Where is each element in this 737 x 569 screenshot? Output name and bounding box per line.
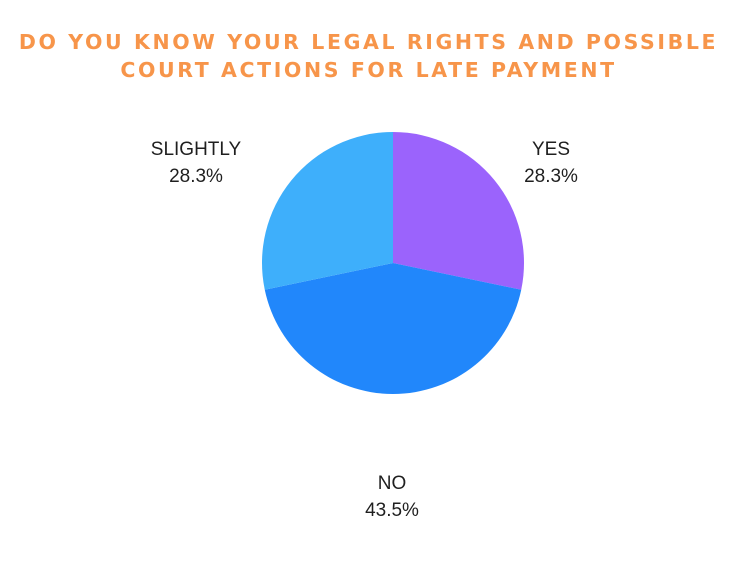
pie-slice-no [264, 263, 522, 394]
slice-label-no: NO [378, 473, 407, 494]
chart-title-line-1: DO YOU KNOW YOUR LEGAL RIGHTS AND POSSIB… [18, 30, 719, 54]
slice-label-slightly: SLIGHTLY [151, 139, 242, 160]
pie-slice-yes [393, 132, 524, 290]
slice-label-yes: YES [532, 139, 570, 160]
chart-title-line-2: COURT ACTIONS FOR LATE PAYMENT [120, 58, 617, 82]
chart-title: DO YOU KNOW YOUR LEGAL RIGHTS AND POSSIB… [0, 28, 737, 84]
slice-value-yes: 28.3% [524, 166, 578, 187]
pie-slice-slightly [262, 132, 393, 290]
slice-value-no: 43.5% [365, 500, 419, 521]
pie-slices [262, 132, 524, 394]
slice-value-slightly: 28.3% [169, 166, 223, 187]
pie-labels: YES 28.3% NO 43.5% SLIGHTLY 28.3% [151, 139, 578, 521]
